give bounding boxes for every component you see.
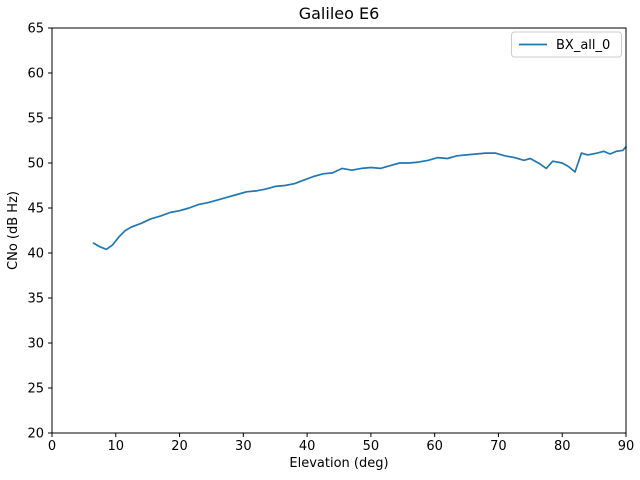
series-line-bx-all-0 [92,145,627,251]
x-tick-label: 60 [426,439,443,454]
y-tick-label: 50 [27,157,44,172]
x-tick-label: 30 [235,439,252,454]
legend-box [511,31,622,58]
x-axis-label: Elevation (deg) [289,456,388,471]
y-tick-label: 25 [27,382,44,397]
y-tick-label: 65 [27,22,44,37]
y-axis-ticks: 20 25 30 35 40 45 50 55 60 65 [27,22,52,442]
legend: BX_all_0 [511,31,622,58]
y-tick-label: 60 [27,67,44,82]
x-tick-label: 0 [48,439,56,454]
y-tick-label: 45 [27,202,44,217]
plot-area [52,28,626,433]
x-tick-label: 20 [171,439,188,454]
axes-frame [51,27,627,434]
legend-entry-label: BX_all_0 [556,38,610,53]
y-tick-label: 40 [27,247,44,262]
x-tick-label: 80 [554,439,571,454]
y-tick-label: 20 [27,427,44,442]
x-tick-label: 90 [618,439,635,454]
y-axis-label: CNo (dB Hz) [6,191,21,270]
x-tick-label: 40 [299,439,316,454]
x-axis-ticks: 0 10 20 30 40 50 60 70 80 90 [48,433,634,454]
x-tick-label: 50 [363,439,380,454]
y-tick-label: 35 [27,292,44,307]
x-tick-label: 70 [490,439,507,454]
y-tick-label: 55 [27,112,44,127]
y-tick-label: 30 [27,337,44,352]
x-tick-label: 10 [108,439,125,454]
chart-title: Galileo E6 [299,4,380,23]
